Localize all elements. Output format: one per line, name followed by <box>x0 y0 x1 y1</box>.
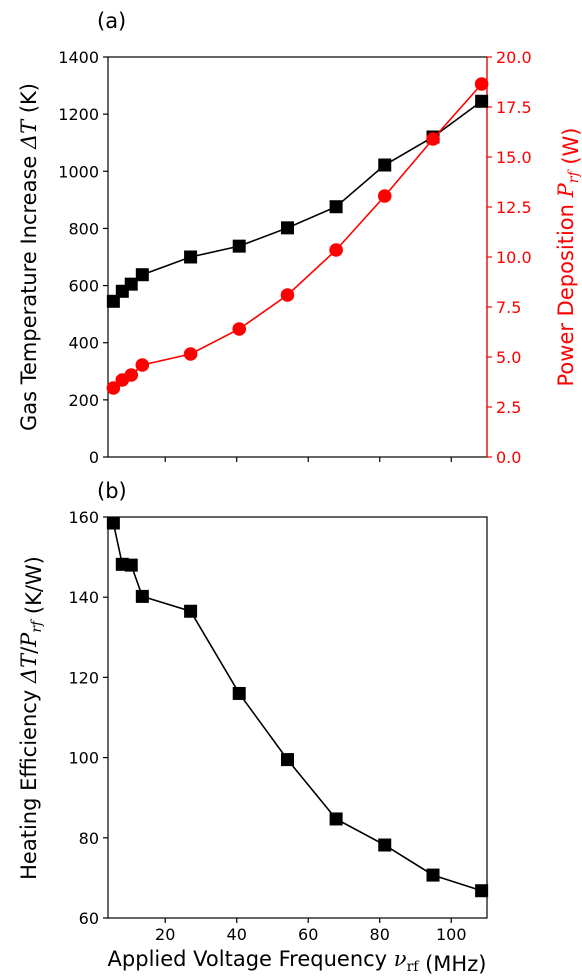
x-tick-label: 60 <box>298 925 318 944</box>
data-point <box>378 838 392 852</box>
panel-a-left-ticks: 0 200 400 600 800 1000 1200 1400 <box>58 48 108 467</box>
data-point <box>426 868 440 882</box>
data-point <box>378 158 392 172</box>
panel-b-label: (b) <box>97 479 127 503</box>
panel-b-y-ticks: 60 80 100 120 140 160 <box>68 508 108 928</box>
data-point <box>377 189 392 203</box>
panel-b-frame <box>107 516 488 919</box>
right-tick-label: 12.5 <box>496 198 532 217</box>
data-point <box>124 277 138 291</box>
panel-a-right-ticks: 0.0 2.5 5.0 7.5 10.0 12.5 15.0 17.5 20.0 <box>487 48 532 467</box>
data-point <box>475 884 489 898</box>
right-tick-label: 10.0 <box>496 248 532 267</box>
y-tick-label: 120 <box>68 668 99 687</box>
left-tick-label: 0 <box>89 448 99 467</box>
data-point <box>426 132 440 146</box>
right-tick-label: 15.0 <box>496 148 532 167</box>
series-line <box>112 83 483 389</box>
data-point <box>232 322 247 336</box>
series-temperature-increase <box>106 94 489 308</box>
x-tick-label: 40 <box>227 925 247 944</box>
series-heating-efficiency <box>106 516 489 898</box>
left-tick-label: 800 <box>68 219 99 238</box>
data-point <box>475 94 489 108</box>
data-point <box>474 77 489 91</box>
data-point <box>106 294 120 308</box>
data-point <box>232 686 246 700</box>
y-tick-label: 80 <box>79 829 99 848</box>
x-tick-label: 20 <box>155 925 175 944</box>
panel-b-x-ticks: 20 40 60 80 100 <box>155 918 467 944</box>
panel-a-left-axis-label: Gas Temperature Increase ΔT (K) <box>17 83 41 431</box>
data-point <box>135 358 150 372</box>
y-tick-label: 140 <box>68 588 99 607</box>
data-point <box>232 239 246 253</box>
data-point <box>329 812 343 826</box>
series-line <box>112 522 482 892</box>
y-tick-label: 160 <box>68 508 99 527</box>
right-tick-label: 17.5 <box>496 98 532 117</box>
panel-a-x-ticks <box>164 457 452 462</box>
left-tick-label: 600 <box>68 277 99 296</box>
right-tick-label: 2.5 <box>496 398 521 417</box>
data-point <box>135 589 149 603</box>
data-point <box>280 288 295 302</box>
right-tick-label: 20.0 <box>496 48 532 67</box>
data-point <box>184 250 198 264</box>
data-point <box>329 243 343 257</box>
series-power-deposition <box>106 77 489 395</box>
right-tick-label: 7.5 <box>496 298 521 317</box>
data-point <box>135 268 149 282</box>
data-point <box>329 200 343 214</box>
data-point <box>106 381 121 395</box>
panel-a-frame <box>107 56 488 458</box>
x-tick-label: 100 <box>436 925 467 944</box>
right-tick-label: 5.0 <box>496 348 521 367</box>
x-tick-label: 80 <box>370 925 390 944</box>
y-tick-label: 60 <box>79 909 99 928</box>
panel-b-x-axis-label: Applied Voltage Frequency νrf (MHz) <box>108 947 487 976</box>
data-point <box>184 604 198 618</box>
data-point <box>124 558 138 572</box>
data-point <box>106 516 120 530</box>
panel-a: (a) 0 200 400 600 800 1000 1200 1400 0.0 2.5 5.0 7… <box>17 9 582 467</box>
data-point <box>280 753 294 767</box>
data-point <box>280 221 294 235</box>
left-tick-label: 400 <box>68 334 99 353</box>
panel-b-axis-label: Heating Efficiency ΔT/Prf (K/W) <box>17 556 46 880</box>
panel-a-right-axis-label: Power Deposition Prf (W) <box>554 128 582 387</box>
left-tick-label: 200 <box>68 391 99 410</box>
panel-a-label: (a) <box>97 9 126 33</box>
y-tick-label: 100 <box>68 749 99 768</box>
left-tick-label: 1200 <box>58 105 99 124</box>
left-tick-label: 1000 <box>58 162 99 181</box>
panel-b: (b) 60 80 100 120 140 160 20 40 60 80 100 Heating… <box>17 479 489 976</box>
data-point <box>124 368 139 382</box>
data-point <box>183 347 198 361</box>
left-tick-label: 1400 <box>58 48 99 67</box>
series-line <box>112 100 483 302</box>
right-tick-label: 0.0 <box>496 448 521 467</box>
